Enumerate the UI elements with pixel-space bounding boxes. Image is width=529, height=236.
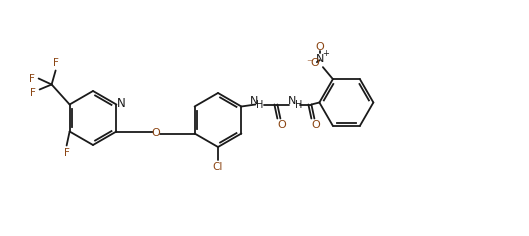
- Text: +: +: [323, 49, 330, 58]
- Text: H: H: [295, 100, 302, 110]
- Text: F: F: [63, 148, 69, 157]
- Text: O: O: [277, 121, 286, 131]
- Text: F: F: [30, 88, 35, 97]
- Text: F: F: [29, 73, 34, 84]
- Text: F: F: [53, 59, 59, 68]
- Text: O: O: [315, 42, 324, 52]
- Text: O: O: [311, 121, 320, 131]
- Text: N: N: [250, 97, 259, 106]
- Text: Cl: Cl: [213, 162, 223, 172]
- Text: O: O: [311, 58, 320, 68]
- Text: ⁻: ⁻: [306, 58, 312, 68]
- Text: H: H: [256, 100, 263, 110]
- Text: O: O: [151, 127, 160, 138]
- Text: N: N: [288, 97, 297, 106]
- Text: N: N: [316, 54, 324, 64]
- Text: N: N: [117, 97, 126, 110]
